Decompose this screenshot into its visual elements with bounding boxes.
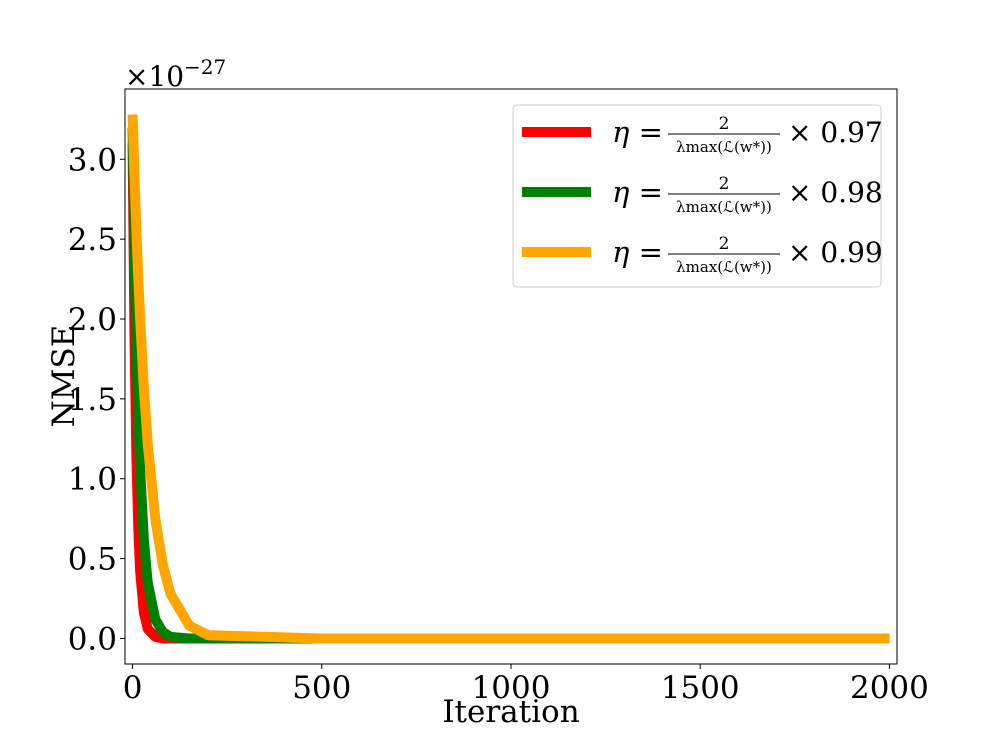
x-tick-label: 1500	[661, 670, 740, 706]
legend-entry-3: η = 2 λmax(ℒ(w*)) × 0.99	[522, 234, 883, 276]
y-multiplier-exponent: −27	[184, 55, 226, 79]
y-axis-multiplier: ×10 −27	[125, 55, 226, 93]
y-tick-label: 3.0	[68, 142, 117, 178]
legend-denominator: λmax(ℒ(w*))	[676, 138, 772, 156]
x-axis-ticks: 0 500 1000 1500 2000	[123, 664, 929, 706]
legend-entry-2: η = 2 λmax(ℒ(w*)) × 0.98	[522, 174, 883, 216]
legend-denominator: λmax(ℒ(w*))	[676, 258, 772, 276]
y-multiplier-base: ×10	[125, 60, 184, 93]
series-layer	[127, 114, 890, 644]
y-axis-ticks: 0.0 0.5 1.0 1.5 2.0 2.5 3.0	[68, 142, 125, 657]
y-tick-label: 0.5	[68, 542, 117, 578]
legend-entries: η = 2 λmax(ℒ(w*)) × 0.97 η = 2 λmax(ℒ(w*)) × 0.…	[522, 114, 883, 276]
x-tick-label: 500	[292, 670, 351, 706]
legend-eta: η =	[612, 175, 663, 209]
y-tick-label: 2.5	[68, 222, 117, 258]
y-tick-label: 1.5	[68, 382, 117, 418]
legend: η = 2 λmax(ℒ(w*)) × 0.97 η = 2 λmax(ℒ(w*)) × 0.…	[512, 104, 883, 288]
y-tick-label: 1.0	[68, 462, 117, 498]
x-tick-label: 1000	[472, 670, 551, 706]
x-tick-label: 0	[123, 670, 143, 706]
legend-entry-1: η = 2 λmax(ℒ(w*)) × 0.97	[522, 114, 883, 156]
legend-numerator: 2	[719, 114, 730, 134]
legend-factor: × 0.98	[788, 176, 883, 209]
legend-denominator: λmax(ℒ(w*))	[676, 198, 772, 216]
x-tick-label: 2000	[850, 670, 929, 706]
legend-numerator: 2	[719, 234, 730, 254]
y-tick-label: 0.0	[68, 621, 117, 657]
legend-eta: η =	[612, 115, 663, 149]
x-axis-label: Iteration	[442, 694, 579, 730]
series-line-3	[127, 114, 890, 644]
legend-eta: η =	[612, 235, 663, 269]
y-axis-label: NMSE	[46, 325, 82, 428]
legend-box	[512, 104, 882, 288]
y-tick-label: 2.0	[68, 302, 117, 338]
legend-factor: × 0.97	[788, 116, 883, 149]
legend-factor: × 0.99	[788, 236, 883, 269]
legend-numerator: 2	[719, 174, 730, 194]
